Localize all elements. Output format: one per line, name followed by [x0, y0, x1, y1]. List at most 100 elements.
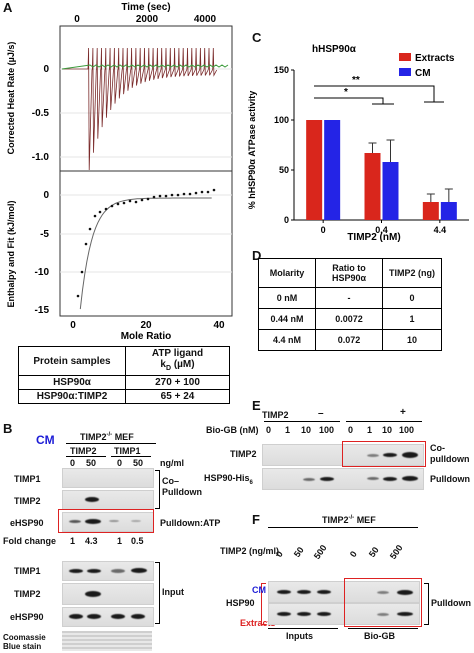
- blot-input-timp1: [62, 561, 154, 581]
- conc-50a: 50: [86, 458, 97, 468]
- mol-header-ratio: Ratio to HSP90α: [315, 258, 383, 288]
- row-label-ehsp90: eHSP90: [10, 518, 44, 528]
- band: [297, 590, 311, 594]
- mef-rule: [66, 443, 156, 444]
- enthalpy-point: [194, 191, 198, 195]
- lower-ylabel: Enthalpy and Fit (kJ/mol): [6, 200, 16, 307]
- legend-swatch-extracts: [399, 53, 411, 61]
- band: [383, 453, 397, 457]
- band: [87, 614, 101, 619]
- f-mef-rule: [268, 527, 418, 528]
- enthalpy-point: [182, 192, 186, 196]
- f-cm-label: CM: [252, 585, 266, 595]
- y-tick-label: 100: [274, 115, 289, 125]
- y-tick-label: 150: [274, 65, 289, 75]
- f-rule-biogb: [348, 628, 418, 629]
- enthalpy-point: [128, 199, 132, 203]
- bar-cm-4.4: [440, 202, 457, 220]
- e-pulldown-label: Pulldown: [430, 474, 470, 484]
- kd-table: Protein samples ATP ligand kD (µM) HSP90…: [18, 346, 230, 404]
- band: [131, 614, 145, 619]
- row-label-timp2: TIMP2: [14, 496, 41, 506]
- bracket-input: [155, 562, 160, 624]
- enthalpy-point: [110, 204, 114, 208]
- band: [397, 590, 413, 595]
- f-timp2-label: TIMP2 (ng/ml): [220, 546, 279, 556]
- mol-cell: 10: [382, 329, 442, 351]
- bottom-tick-40: 40: [213, 320, 225, 331]
- e-plus: +: [400, 407, 406, 418]
- conc-0a: 0: [70, 458, 76, 468]
- mol-cell: 4.4 nM: [258, 329, 316, 351]
- blot-input-timp2: [62, 583, 154, 605]
- f-conc: 50: [366, 545, 381, 559]
- f-biogb-label: Bio-GB: [364, 631, 395, 641]
- f-pulldown-label: Pulldown: [431, 598, 471, 608]
- band: [85, 591, 101, 597]
- atpase-bar-chart: hHSP90α % hHSP90α ATPase activity 0 50 100…: [247, 44, 469, 243]
- band: [297, 612, 311, 616]
- legend-swatch-cm: [399, 68, 411, 76]
- e-conc: 100: [399, 425, 415, 435]
- bracket-copulldown: [155, 470, 160, 509]
- f-conc: 500: [311, 542, 329, 561]
- upper-plot-frame: [59, 25, 233, 172]
- legend-label-extracts: Extracts: [415, 53, 455, 64]
- band: [317, 590, 331, 594]
- enthalpy-point: [140, 198, 144, 202]
- enthalpy-point: [164, 194, 168, 198]
- cm-label: CM: [36, 433, 55, 447]
- band: [69, 569, 83, 573]
- e-conc: 0: [348, 425, 354, 435]
- sig-bracket-single: [314, 97, 394, 105]
- group-timp2: TIMP2: [70, 446, 97, 456]
- conc-50b: 50: [133, 458, 144, 468]
- band: [111, 569, 125, 573]
- highlight-box-e: [342, 441, 426, 467]
- blot-input-ehsp90: [62, 607, 154, 627]
- e-conc: 0: [266, 425, 272, 435]
- e-biogb-label: Bio-GB (nM): [206, 425, 259, 435]
- fold-change-label: Fold change: [3, 536, 57, 546]
- chart-title: hHSP90α: [312, 44, 357, 55]
- sig-bracket-double: [314, 85, 435, 102]
- mol-cell: 0.072: [315, 329, 383, 351]
- e-conc: 1: [285, 425, 291, 435]
- enthalpy-point: [76, 294, 80, 298]
- panel-label-a: A: [3, 0, 13, 15]
- band: [377, 613, 389, 616]
- lower-ytick-15: -15: [35, 305, 50, 316]
- e-conc: 10: [382, 425, 393, 435]
- upper-ytick-0.5: -0.5: [32, 108, 50, 119]
- top-tick-2000: 2000: [136, 14, 159, 25]
- fold-1b: 1: [117, 536, 123, 546]
- band: [131, 520, 141, 522]
- baseline-trace: [61, 64, 229, 70]
- panel-label-b: B: [3, 421, 13, 436]
- kd-header-atp: ATP ligand kD (µM): [125, 346, 230, 376]
- bottom-tick-0: 0: [70, 320, 76, 331]
- f-rule-inputs: [268, 628, 338, 629]
- enthalpy-point: [84, 242, 88, 246]
- upper-ytick-0: 0: [43, 64, 49, 75]
- highlight-box-f: [344, 578, 422, 627]
- kd-row1-value: 270 + 100: [125, 375, 230, 390]
- e-blot-hsp90: [262, 468, 424, 490]
- bottom-tick-20: 20: [140, 320, 152, 331]
- mol-cell: 0.0072: [315, 308, 383, 330]
- highlight-box-b: [58, 509, 154, 533]
- group-timp1: TIMP1: [114, 446, 141, 456]
- chart-xlabel: TIMP2 (nM): [347, 232, 400, 243]
- enthalpy-point: [152, 195, 156, 199]
- bar-extracts-0: [306, 120, 323, 220]
- e-conc: 100: [319, 425, 335, 435]
- x-tick-label: 4.4: [434, 225, 447, 235]
- band: [85, 519, 101, 524]
- band: [277, 612, 291, 616]
- band: [320, 477, 334, 481]
- fold-1a: 1: [70, 536, 76, 546]
- lower-plot-frame: [59, 170, 233, 317]
- band: [402, 452, 418, 458]
- enthalpy-point: [188, 192, 192, 196]
- top-tick-0: 0: [74, 14, 80, 25]
